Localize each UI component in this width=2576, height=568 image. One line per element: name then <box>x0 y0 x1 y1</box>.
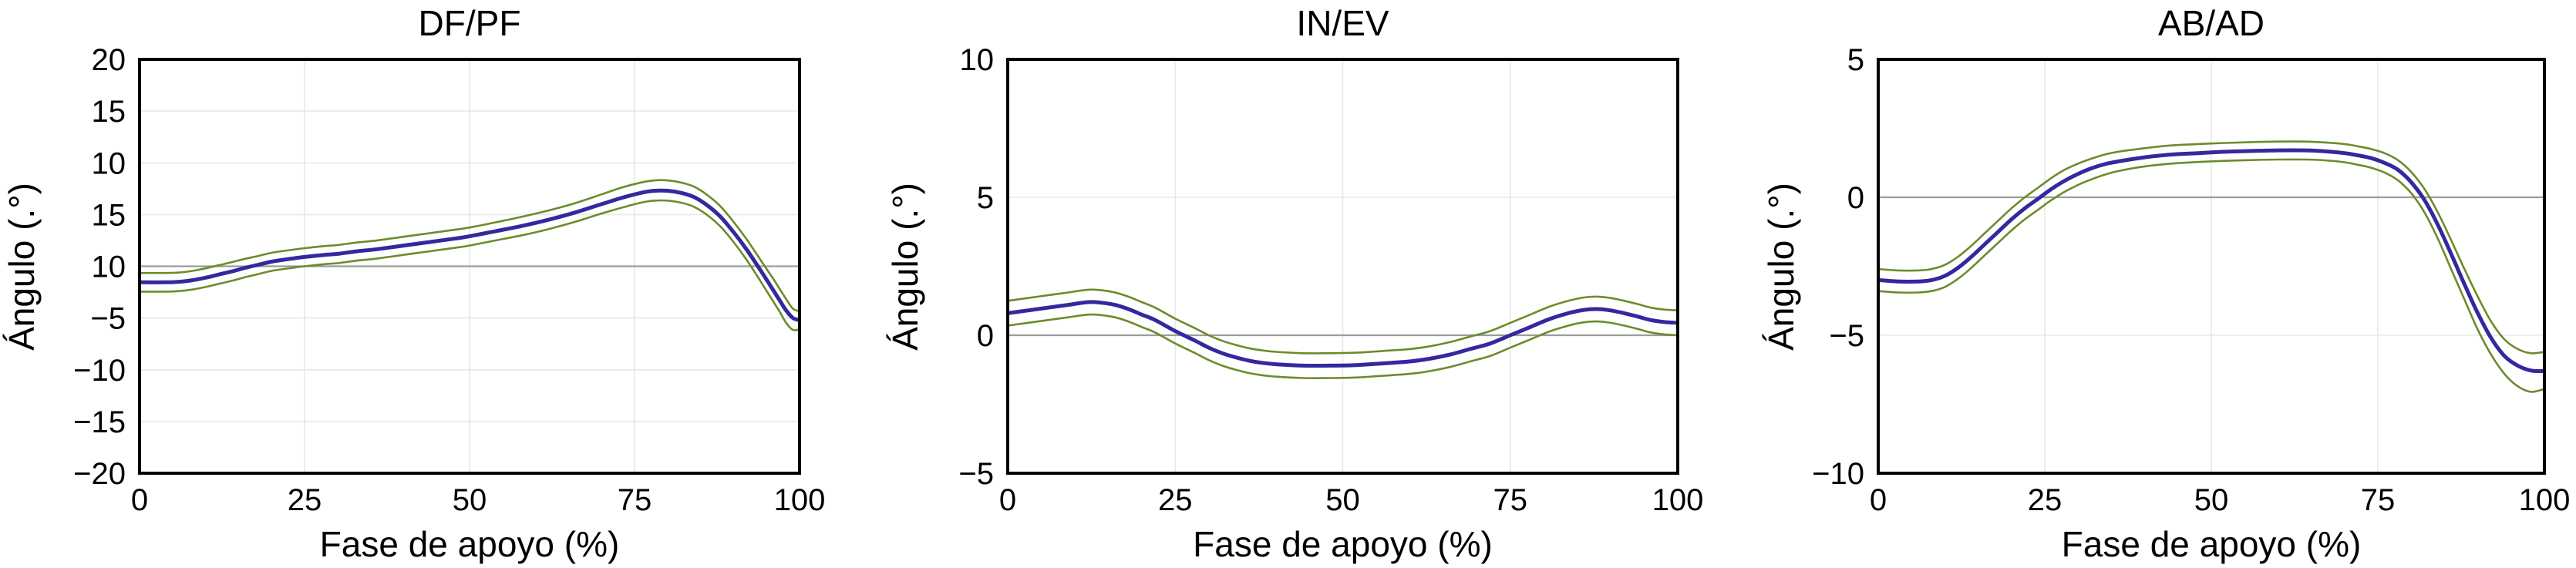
y-tick-label: −10 <box>73 354 126 388</box>
y-tick-label: −5 <box>90 302 126 336</box>
x-tick-label: 75 <box>618 483 652 517</box>
series-upper_band <box>1007 288 1679 355</box>
x-tick-label: 0 <box>131 483 148 517</box>
plot-dfpf: 20 15 10 15 10 −5 −10 −15 −200 25 50 75 100 <box>73 43 826 517</box>
plot-frame <box>1006 58 1679 475</box>
y-tick-label: 15 <box>92 95 126 129</box>
plot-abad: 50−5−100 25 50 75 100 <box>1812 43 2571 517</box>
y-tick-label: 10 <box>92 250 126 284</box>
x-tick-label: 25 <box>288 483 322 517</box>
chart-dfpf: 20 15 10 15 10 −5 −10 −15 −20 0 25 50 75 100 DF/PF Án… <box>0 0 864 568</box>
chart-inev: 10 5 0 −5 0 25 50 75 100 IN/EV Ángulo (.°) Fase … <box>864 0 1727 568</box>
plot-frame <box>138 58 801 475</box>
series-lower_band <box>1877 158 2545 393</box>
x-tick-label: 100 <box>2519 483 2571 517</box>
y-tick-label: 20 <box>92 43 126 77</box>
series-lower_band <box>139 199 800 331</box>
y-tick-label: 0 <box>977 319 994 353</box>
series-lower_band <box>1007 313 1679 379</box>
plot-frame <box>1877 58 2546 475</box>
x-tick-label: 75 <box>2361 483 2396 517</box>
chart-title-inev: IN/EV <box>1296 3 1389 43</box>
x-axis-label-inev: Fase de apoyo (%) <box>1193 524 1493 564</box>
y-tick-label: 5 <box>1847 43 1864 77</box>
y-tick-label: 5 <box>977 181 994 215</box>
x-tick-label: 75 <box>1493 483 1528 517</box>
y-tick-label: 15 <box>92 198 126 232</box>
y-tick-label: 10 <box>960 43 995 77</box>
x-tick-label: 0 <box>999 483 1016 517</box>
y-tick-label: −5 <box>1829 319 1864 353</box>
chart-title-abad: AB/AD <box>2157 3 2265 43</box>
x-tick-label: 25 <box>2028 483 2062 517</box>
y-tick-label: 0 <box>1847 181 1864 215</box>
y-axis-label-dfpf: Ángulo (.°) <box>2 182 42 351</box>
x-axis-label-dfpf: Fase de apoyo (%) <box>319 524 620 564</box>
series-mean <box>1007 300 1679 368</box>
y-tick-label: −15 <box>73 405 126 439</box>
series-upper_band <box>139 179 800 313</box>
x-tick-label: 50 <box>2194 483 2229 517</box>
series-mean <box>1877 148 2545 374</box>
x-tick-label: 50 <box>453 483 487 517</box>
x-tick-label: 100 <box>774 483 826 517</box>
chart-abad: 5 0 −5 −10 0 25 50 75 100 AB/AD Ángulo (.°) Fase… <box>1727 0 2576 568</box>
x-axis-label-abad: Fase de apoyo (%) <box>2061 524 2362 564</box>
y-axis-label-abad: Ángulo (.°) <box>1761 182 1801 351</box>
y-tick-label: −20 <box>73 457 126 491</box>
x-tick-label: 50 <box>1325 483 1360 517</box>
chart-title-dfpf: DF/PF <box>418 3 521 43</box>
x-tick-label: 100 <box>1652 483 1704 517</box>
y-tick-label: −10 <box>1812 457 1864 491</box>
x-tick-label: 25 <box>1158 483 1193 517</box>
series-mean <box>139 188 800 322</box>
series-upper_band <box>1877 140 2545 355</box>
y-axis-label-inev: Ángulo (.°) <box>885 182 925 351</box>
y-tick-label: −5 <box>958 457 994 491</box>
y-tick-label: 10 <box>92 146 126 180</box>
x-tick-label: 0 <box>1870 483 1887 517</box>
